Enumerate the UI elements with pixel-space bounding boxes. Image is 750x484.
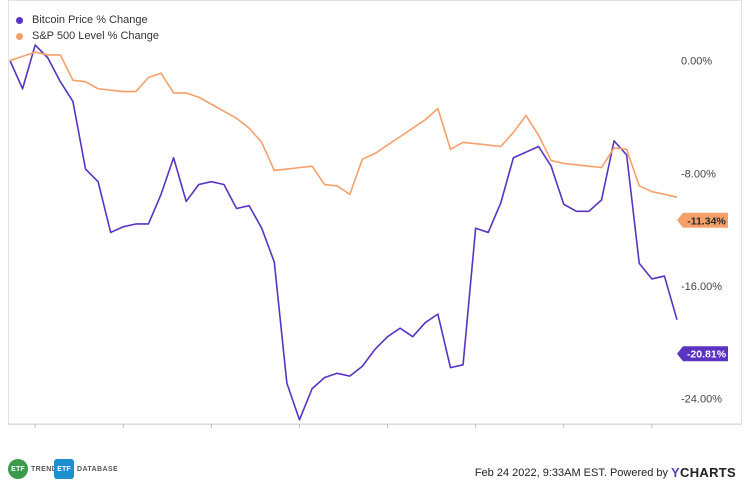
chart-legend: Bitcoin Price % Change S&P 500 Level % C… (16, 12, 159, 44)
etf-trends-logo-box: ETF (8, 459, 28, 479)
y-tick-label: -16.00% (681, 281, 722, 293)
y-tick-label: 0.00% (681, 56, 712, 68)
ycharts-logo[interactable]: YCHARTS (671, 465, 736, 480)
legend-marker-sp500 (16, 32, 23, 40)
etf-database-logo[interactable]: ETF DATABASE (54, 458, 118, 480)
etf-database-logo-box: ETF (54, 459, 74, 479)
series-line-sp500 (9, 51, 678, 198)
legend-label-bitcoin: Bitcoin Price % Change (32, 14, 148, 26)
end-value-label: -20.81% (687, 349, 727, 361)
end-value-badge (677, 346, 728, 362)
etf-database-logo-text: DATABASE (77, 465, 119, 473)
end-value-badge (677, 212, 728, 228)
legend-label-sp500: S&P 500 Level % Change (32, 30, 159, 42)
etf-trends-logo[interactable]: ETF TRENDS (8, 458, 62, 480)
footer-note: Feb 24 2022, 9:33AM EST. Powered by YCHA… (475, 465, 736, 480)
footer: ETF TRENDS ETF DATABASE Feb 24 2022, 9:3… (0, 450, 750, 484)
y-tick-label: -8.00% (681, 168, 716, 180)
ycharts-logo-y: Y (671, 465, 681, 480)
legend-marker-bitcoin (16, 16, 23, 24)
timestamp-text: Feb 24 2022, 9:33AM EST. Powered by (474, 466, 669, 479)
line-chart: Jan 3Jan 10Jan 17Jan 24Jan 31Feb 7Feb 14… (8, 44, 742, 428)
ycharts-logo-text: CHARTS (680, 465, 736, 480)
end-value-label: -11.34% (687, 215, 726, 227)
y-tick-label: -24.00% (681, 394, 722, 406)
legend-item-bitcoin[interactable]: Bitcoin Price % Change (16, 12, 159, 28)
series-line-bitcoin (9, 44, 678, 421)
legend-item-sp500[interactable]: S&P 500 Level % Change (16, 28, 159, 44)
etf-trends-logo-text: TRENDS (31, 465, 63, 473)
